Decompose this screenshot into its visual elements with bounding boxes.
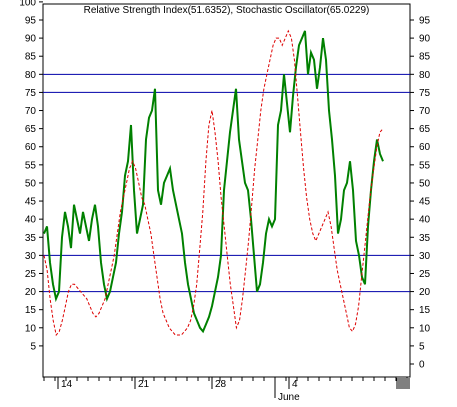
y-tick-label-right: 20 [419,287,431,298]
y-tick-label-right: 35 [419,233,431,244]
y-tick-label-left: 20 [25,287,37,298]
y-tick-label-right: 65 [419,124,431,135]
y-tick-label-left: 80 [25,70,37,81]
y-tick-label-right: 90 [419,34,431,45]
y-tick-label-right: 60 [419,142,431,153]
x-tick-label: 14 [61,379,73,390]
y-tick-label-right: 75 [419,88,431,99]
x-tick-label: 4 [292,379,298,390]
y-tick-label-right: 55 [419,160,431,171]
y-tick-label-left: 70 [25,106,37,117]
y-tick-label-left: 100 [19,0,36,8]
y-tick-label-left: 55 [25,160,37,171]
y-tick-label-left: 10 [25,323,37,334]
y-tick-label-left: 40 [25,215,37,226]
y-tick-label-right: 25 [419,269,431,280]
y-tick-label-right: 0 [419,360,425,371]
y-tick-label-left: 90 [25,34,37,45]
y-tick-label-right: 30 [419,251,431,262]
y-tick-label-left: 25 [25,269,37,280]
y-tick-label-right: 70 [419,106,431,117]
stochastic-line [43,29,384,337]
y-tick-label-left: 65 [25,124,37,135]
x-tick-label: 21 [138,379,150,390]
x-month-label: June [278,392,300,402]
y-tick-label-right: 85 [419,52,431,63]
y-tick-label-left: 15 [25,305,37,316]
y-tick-label-left: 30 [25,251,37,262]
y-tick-label-left: 45 [25,197,37,208]
chart-title: Relative Strength Index(51.6352), Stocha… [84,5,370,16]
y-tick-label-right: 45 [419,197,431,208]
y-tick-label-right: 95 [419,16,431,27]
y-tick-label-left: 50 [25,178,37,189]
y-tick-label-right: 80 [419,70,431,81]
x-tick-label: 28 [215,379,227,390]
y-tick-label-left: 95 [25,16,37,27]
y-tick-label-right: 15 [419,305,431,316]
y-tick-label-left: 35 [25,233,37,244]
y-tick-label-right: 40 [419,215,431,226]
rsi-line [43,30,384,334]
y-tick-label-left: 5 [30,341,36,352]
y-tick-label-right: 5 [419,341,425,352]
y-tick-label-left: 85 [25,52,37,63]
y-tick-label-right: 50 [419,178,431,189]
plot-area [42,3,411,378]
y-tick-label-right: 10 [419,323,431,334]
y-tick-label-left: 75 [25,88,37,99]
y-tick-label-left: 60 [25,142,37,153]
